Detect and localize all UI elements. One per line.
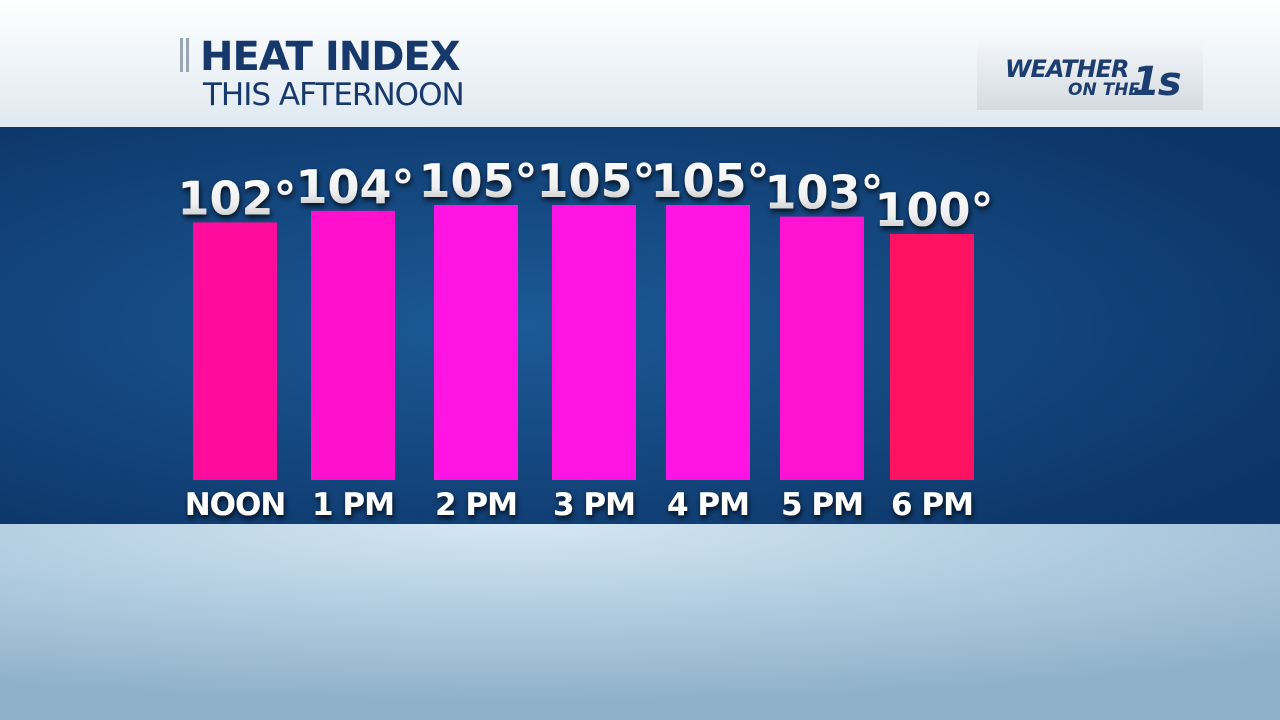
value-label: 100° (874, 183, 993, 237)
chart-subtitle: THIS AFTERNOON (202, 77, 464, 113)
x-tick-label: 4 PM (667, 487, 749, 523)
x-tick-label: 2 PM (435, 487, 517, 523)
value-label: 105° (650, 154, 769, 208)
bar (311, 210, 395, 481)
logo-box (977, 40, 1203, 110)
title-accent (180, 38, 183, 72)
x-tick-label: NOON (185, 487, 286, 523)
chart-title: HEAT INDEX (200, 34, 461, 80)
lower-background (0, 524, 1280, 720)
bar (552, 205, 636, 480)
bar (434, 205, 518, 480)
bar (193, 222, 277, 480)
value-label: 102° (177, 171, 296, 225)
x-tick-label: 1 PM (312, 487, 394, 523)
title-accent (186, 38, 189, 72)
value-label: 105° (536, 154, 655, 208)
logo-word: WEATHER (1005, 55, 1128, 83)
bar (890, 234, 974, 480)
x-tick-label: 3 PM (553, 487, 635, 523)
logo-sub: ON THE (1068, 80, 1140, 100)
value-label: 105° (418, 154, 537, 208)
x-tick-label: 5 PM (781, 487, 863, 523)
value-label: 103° (764, 166, 883, 220)
value-label: 104° (295, 160, 414, 214)
x-tick-label: 6 PM (891, 487, 973, 523)
bar (666, 205, 750, 480)
logo-mark: 1s (1132, 59, 1181, 105)
bar (780, 216, 864, 480)
